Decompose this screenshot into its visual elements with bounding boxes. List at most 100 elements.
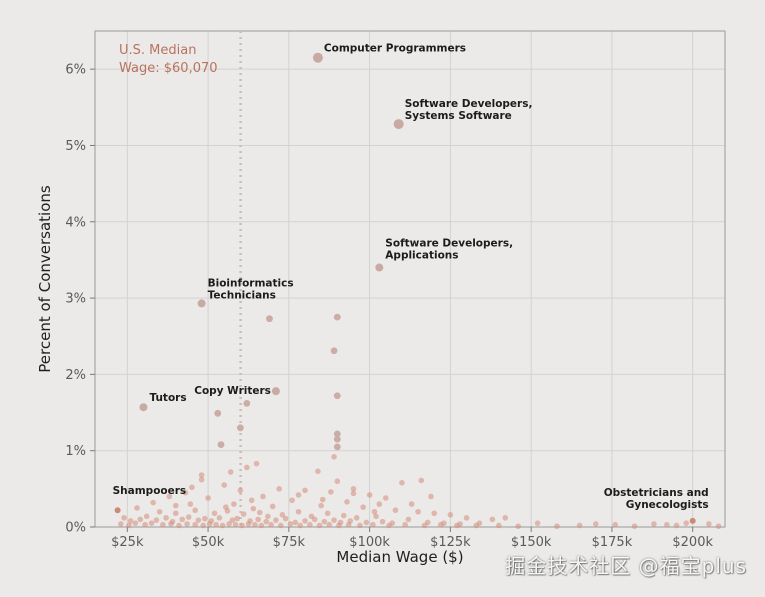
data-point-24 [237, 487, 244, 494]
x-tick-label-7: $200k [672, 535, 713, 550]
data-point-136 [370, 521, 376, 528]
y-tick-label-5: 5% [65, 139, 86, 154]
data-point-47 [447, 511, 454, 518]
data-point-70 [373, 513, 379, 520]
x-tick-label-5: $150k [511, 535, 552, 550]
data-point-143 [496, 522, 502, 529]
data-point-133 [336, 522, 342, 529]
data-point-154 [350, 486, 357, 492]
data-point-45 [415, 508, 421, 515]
data-point-145 [554, 523, 560, 530]
data-point-36 [344, 499, 350, 505]
x-tick-label-4: $125k [430, 535, 471, 550]
point-label-6-line1: Shampooers [113, 485, 187, 497]
data-point-123 [245, 521, 252, 527]
data-point-119 [219, 522, 226, 529]
data-point-0 [266, 315, 273, 323]
data-point-134 [345, 521, 352, 528]
data-point-12 [253, 460, 260, 467]
labeled-point-7 [689, 517, 696, 524]
data-point-81 [195, 517, 202, 523]
grid-lines [95, 31, 725, 528]
data-point-59 [192, 507, 198, 514]
data-point-11 [331, 453, 337, 460]
data-point-141 [454, 522, 460, 529]
x-tick-label-2: $75k [273, 535, 306, 550]
data-point-92 [292, 519, 299, 526]
data-point-107 [126, 522, 132, 529]
data-point-114 [184, 521, 190, 527]
data-point-117 [206, 521, 213, 527]
labeled-point-1 [393, 119, 404, 130]
point-label-7-line2: Gynecologists [626, 499, 709, 511]
data-point-69 [353, 515, 360, 521]
data-point-125 [258, 522, 265, 529]
data-point-93 [302, 518, 308, 524]
data-point-152 [248, 497, 255, 504]
data-point-20 [418, 477, 425, 484]
data-point-146 [576, 522, 583, 529]
data-point-72 [121, 515, 127, 521]
data-point-54 [651, 521, 657, 527]
labeled-point-5 [139, 403, 148, 412]
data-point-138 [402, 521, 408, 528]
x-tick-label-6: $175k [592, 535, 633, 550]
data-point-68 [340, 512, 347, 519]
data-point-153 [295, 492, 302, 498]
point-label-5-line1: Tutors [149, 392, 186, 404]
data-point-129 [297, 522, 303, 529]
data-point-33 [205, 495, 211, 501]
data-point-149 [715, 523, 722, 530]
data-point-137 [386, 522, 392, 529]
data-point-96 [331, 517, 337, 523]
data-point-55 [664, 521, 670, 528]
data-point-71 [405, 516, 412, 523]
data-point-30 [382, 495, 389, 501]
data-point-64 [279, 511, 286, 518]
data-point-113 [176, 522, 182, 529]
data-point-85 [229, 517, 236, 523]
data-point-106 [118, 521, 124, 527]
data-point-32 [150, 499, 156, 506]
data-point-118 [213, 521, 219, 528]
data-point-31 [166, 493, 173, 500]
data-point-23 [182, 489, 189, 496]
point-label-2-line2: Applications [385, 250, 458, 262]
data-point-131 [316, 522, 323, 529]
point-label-4-line1: Copy Writers [194, 385, 271, 397]
point-label-1-line2: Systems Software [405, 110, 512, 122]
x-tick-label-0: $25k [111, 535, 144, 550]
data-point-67 [324, 510, 331, 517]
data-points [118, 313, 722, 530]
data-point-18 [198, 476, 205, 483]
data-point-115 [192, 521, 198, 528]
data-point-142 [473, 522, 480, 529]
data-point-35 [289, 497, 295, 504]
data-point-150 [172, 510, 179, 517]
x-axis-ticks: $25k $50k $75k $100k $125k $150k $175k $200k [111, 527, 713, 550]
data-point-28 [350, 490, 357, 497]
y-tick-label-4: 4% [65, 215, 86, 230]
data-point-124 [252, 521, 258, 528]
x-tick-label-3: $100k [349, 535, 390, 550]
data-point-51 [534, 520, 541, 526]
data-point-16 [198, 472, 205, 478]
data-point-155 [376, 501, 383, 507]
data-point-76 [153, 517, 160, 523]
data-point-27 [328, 489, 334, 495]
labeled-point-4 [271, 387, 280, 396]
data-point-29 [366, 492, 373, 498]
data-point-89 [263, 518, 270, 525]
data-point-10 [217, 441, 225, 448]
data-point-144 [515, 523, 522, 530]
point-label-7-line1: Obstetricians and [604, 487, 709, 499]
data-point-53 [612, 521, 618, 528]
data-point-160 [408, 501, 415, 507]
labeled-point-0 [312, 52, 323, 63]
data-point-57 [706, 521, 712, 527]
watermark: 掘金技术社区 @福宝plus [505, 554, 747, 578]
data-point-48 [463, 515, 470, 521]
data-point-148 [673, 522, 680, 529]
data-point-37 [318, 502, 324, 509]
